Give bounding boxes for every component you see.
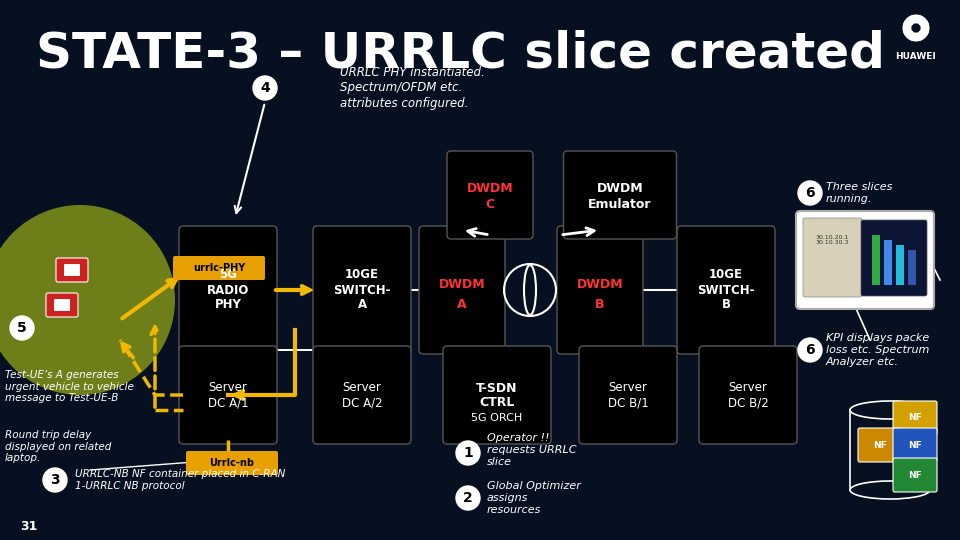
Text: Server
DC A/1: Server DC A/1 [207,381,249,409]
Ellipse shape [908,32,924,42]
Text: Urrlc-nb: Urrlc-nb [209,458,254,468]
Bar [908,250,916,285]
FancyBboxPatch shape [419,226,505,354]
FancyBboxPatch shape [803,218,862,297]
Ellipse shape [903,28,916,41]
FancyBboxPatch shape [861,220,927,296]
Circle shape [43,468,67,492]
FancyBboxPatch shape [564,151,677,239]
Text: Operator !!
requests URRLC
slice: Operator !! requests URRLC slice [487,434,577,467]
Text: 3: 3 [50,473,60,487]
Text: Global Optimizer
assigns
resources: Global Optimizer assigns resources [487,481,581,515]
Text: KPI displays packe
loss etc. Spectrum
Analyzer etc.: KPI displays packe loss etc. Spectrum An… [826,333,929,367]
Circle shape [456,441,480,465]
FancyBboxPatch shape [858,428,902,462]
Ellipse shape [916,15,929,28]
Ellipse shape [916,28,929,41]
Text: T-SDN: T-SDN [476,381,517,395]
FancyBboxPatch shape [796,211,934,309]
Text: CTRL: CTRL [479,396,515,409]
FancyBboxPatch shape [850,410,930,490]
Text: Server
DC B/2: Server DC B/2 [728,381,768,409]
Text: STATE-3 – URRLC slice created: STATE-3 – URRLC slice created [36,30,884,78]
Text: 5G ORCH: 5G ORCH [471,413,522,423]
Circle shape [10,316,34,340]
FancyBboxPatch shape [46,293,78,317]
FancyBboxPatch shape [443,346,551,444]
FancyBboxPatch shape [179,346,277,444]
Text: Server
DC B/1: Server DC B/1 [608,381,648,409]
Circle shape [798,338,822,362]
FancyBboxPatch shape [579,346,677,444]
Text: Test-UE’s A generates
urgent vehicle to vehicle
message to Test-UE-B: Test-UE’s A generates urgent vehicle to … [5,370,133,403]
FancyBboxPatch shape [893,458,937,492]
Text: urrlc-PHY: urrlc-PHY [193,263,245,273]
FancyBboxPatch shape [893,401,937,435]
Text: HUAWEI: HUAWEI [896,52,936,61]
Text: NF: NF [874,441,887,449]
Text: 4: 4 [260,81,270,95]
Text: NF: NF [908,414,922,422]
Text: 6: 6 [805,186,815,200]
FancyBboxPatch shape [557,226,643,354]
Text: URRLC PHY instantiated.
Spectrum/OFDM etc.
attributes configured.: URRLC PHY instantiated. Spectrum/OFDM et… [340,66,485,110]
Text: 5: 5 [17,321,27,335]
Ellipse shape [850,401,930,419]
Text: 2: 2 [463,491,473,505]
Text: 30.10.20.1
30.10.30.3: 30.10.20.1 30.10.30.3 [815,234,849,245]
Circle shape [0,205,175,395]
Text: 5G
RADIO
PHY: 5G RADIO PHY [206,268,250,312]
FancyBboxPatch shape [64,264,80,276]
Ellipse shape [921,20,929,36]
Text: 1: 1 [463,446,473,460]
FancyBboxPatch shape [56,258,88,282]
Text: 31: 31 [20,519,37,532]
Text: 10GE
SWITCH-
B: 10GE SWITCH- B [697,268,755,312]
Ellipse shape [908,15,924,24]
Text: DWDM: DWDM [467,181,514,194]
FancyBboxPatch shape [893,428,937,462]
Text: DWDM: DWDM [439,279,486,292]
Text: C: C [486,199,494,212]
Circle shape [456,486,480,510]
FancyBboxPatch shape [699,346,797,444]
Text: URRLC-NB NF container placed in C-RAN
1-URRLC NB protocol: URRLC-NB NF container placed in C-RAN 1-… [75,469,285,491]
Ellipse shape [850,481,930,499]
Ellipse shape [902,20,911,36]
Text: A: A [457,299,467,312]
Text: B: B [595,299,605,312]
Bar [884,240,892,285]
Text: DWDM: DWDM [577,279,623,292]
FancyBboxPatch shape [179,226,277,354]
Text: NF: NF [908,441,922,449]
Circle shape [253,76,277,100]
FancyBboxPatch shape [313,346,411,444]
Text: 6: 6 [805,343,815,357]
Text: Three slices
running.: Three slices running. [826,182,893,204]
Bar [872,235,880,285]
Text: DWDM: DWDM [597,181,643,194]
Text: Emulator: Emulator [588,199,652,212]
Text: Round trip delay
displayed on related
laptop.: Round trip delay displayed on related la… [5,430,111,463]
FancyBboxPatch shape [313,226,411,354]
Circle shape [798,181,822,205]
Bar [896,245,904,285]
Ellipse shape [903,15,916,28]
FancyBboxPatch shape [447,151,533,239]
FancyBboxPatch shape [677,226,775,354]
FancyBboxPatch shape [54,299,70,311]
Text: NF: NF [908,470,922,480]
FancyBboxPatch shape [173,256,265,280]
Text: 10GE
SWITCH-
A: 10GE SWITCH- A [333,268,391,312]
FancyBboxPatch shape [186,451,278,475]
Text: Server
DC A/2: Server DC A/2 [342,381,382,409]
